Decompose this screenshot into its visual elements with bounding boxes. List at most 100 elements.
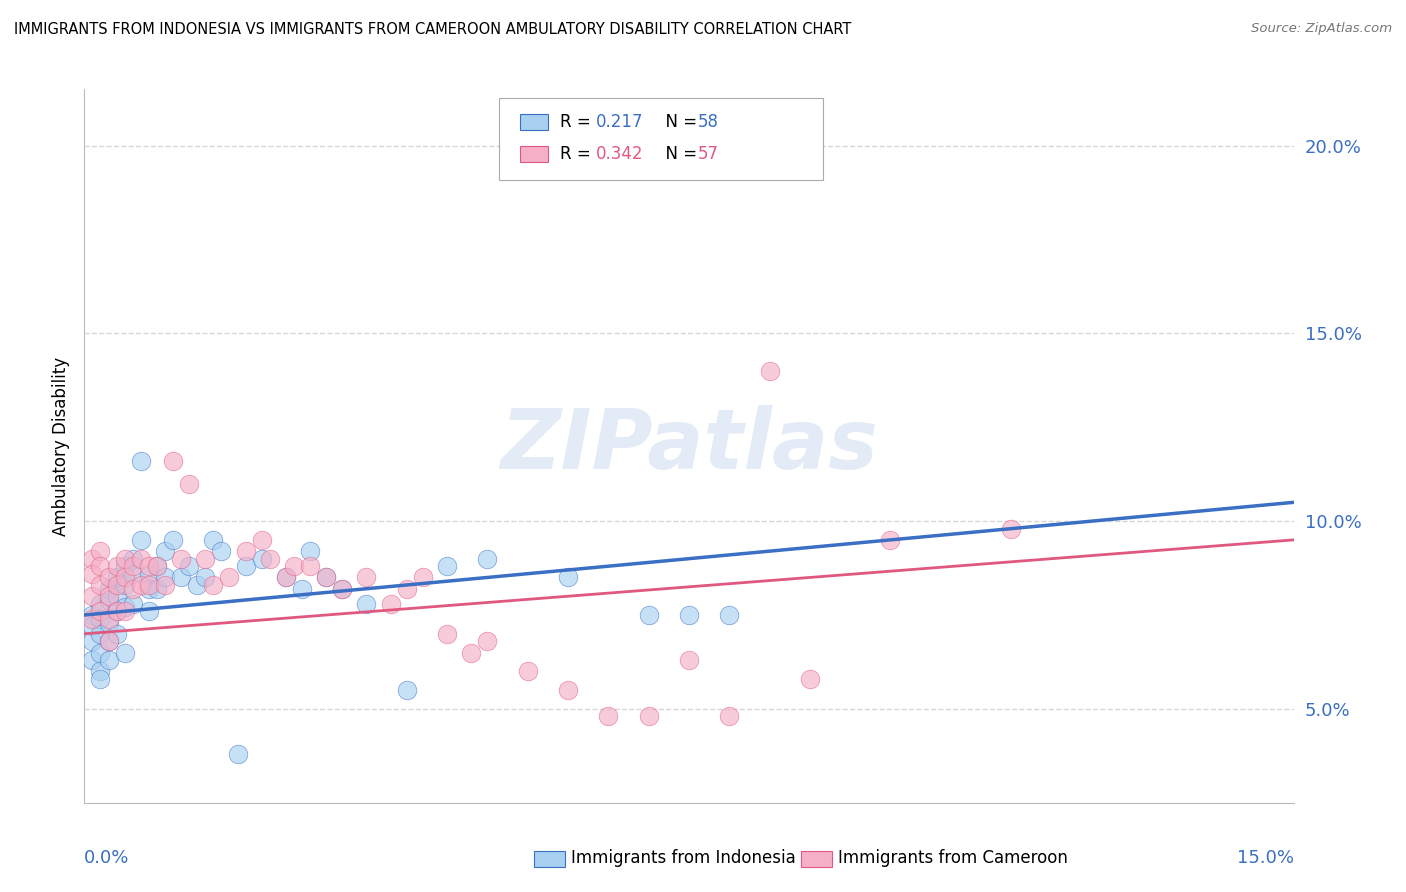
Point — [291, 582, 314, 596]
Point — [97, 653, 120, 667]
Point — [194, 570, 217, 584]
Point — [105, 604, 128, 618]
Point — [114, 604, 136, 618]
Point — [82, 634, 104, 648]
Point — [799, 672, 821, 686]
Point — [637, 607, 659, 622]
Point — [274, 570, 297, 584]
Point — [274, 570, 297, 584]
Point — [105, 627, 128, 641]
Point — [82, 653, 104, 667]
Point — [356, 570, 378, 584]
Point — [129, 578, 152, 592]
Point — [114, 646, 136, 660]
Point — [105, 559, 128, 574]
Point — [170, 551, 193, 566]
Text: R =: R = — [560, 113, 596, 131]
Point — [209, 544, 232, 558]
Point — [82, 619, 104, 633]
Point — [97, 582, 120, 596]
Point — [235, 544, 257, 558]
Point — [105, 589, 128, 603]
Point — [250, 533, 273, 547]
Point — [89, 646, 111, 660]
Point — [138, 604, 160, 618]
Point — [879, 533, 901, 547]
Point — [114, 600, 136, 615]
Point — [89, 597, 111, 611]
Point — [557, 683, 579, 698]
Point — [121, 551, 143, 566]
Point — [758, 364, 780, 378]
Point — [82, 566, 104, 581]
Text: Immigrants from Indonesia: Immigrants from Indonesia — [571, 849, 796, 867]
Point — [718, 607, 741, 622]
Point — [330, 582, 353, 596]
Point — [97, 634, 120, 648]
Point — [146, 559, 169, 574]
Point — [138, 582, 160, 596]
Text: 15.0%: 15.0% — [1236, 849, 1294, 867]
Point — [121, 582, 143, 596]
Point — [138, 559, 160, 574]
Point — [598, 709, 620, 723]
Point — [678, 653, 700, 667]
Point — [105, 578, 128, 592]
Point — [412, 570, 434, 584]
Point — [283, 559, 305, 574]
Point — [89, 544, 111, 558]
Point — [299, 544, 322, 558]
Point — [89, 627, 111, 641]
Point — [121, 559, 143, 574]
Point — [89, 559, 111, 574]
Point — [97, 634, 120, 648]
Point — [89, 665, 111, 679]
Point — [146, 582, 169, 596]
Text: IMMIGRANTS FROM INDONESIA VS IMMIGRANTS FROM CAMEROON AMBULATORY DISABILITY CORR: IMMIGRANTS FROM INDONESIA VS IMMIGRANTS … — [14, 22, 852, 37]
Point — [129, 551, 152, 566]
Point — [89, 578, 111, 592]
Point — [436, 627, 458, 641]
Point — [97, 615, 120, 630]
Text: 0.342: 0.342 — [596, 145, 644, 163]
Point — [97, 593, 120, 607]
Point — [356, 597, 378, 611]
Point — [395, 582, 418, 596]
Point — [678, 607, 700, 622]
Point — [218, 570, 240, 584]
Point — [146, 559, 169, 574]
Point — [637, 709, 659, 723]
Point — [186, 578, 208, 592]
Point — [114, 551, 136, 566]
Point — [82, 612, 104, 626]
Point — [460, 646, 482, 660]
Point — [718, 709, 741, 723]
Point — [82, 607, 104, 622]
Text: Source: ZipAtlas.com: Source: ZipAtlas.com — [1251, 22, 1392, 36]
Point — [97, 612, 120, 626]
Point — [1000, 522, 1022, 536]
Point — [129, 454, 152, 468]
Text: 0.217: 0.217 — [596, 113, 644, 131]
Point — [121, 566, 143, 581]
Point — [82, 589, 104, 603]
Point — [114, 578, 136, 592]
Text: R =: R = — [560, 145, 596, 163]
Point — [315, 570, 337, 584]
Text: Immigrants from Cameroon: Immigrants from Cameroon — [838, 849, 1067, 867]
Point — [179, 476, 201, 491]
Point — [162, 454, 184, 468]
Text: N =: N = — [655, 113, 703, 131]
Point — [179, 559, 201, 574]
Point — [299, 559, 322, 574]
Point — [153, 544, 176, 558]
Point — [105, 570, 128, 584]
Point — [129, 533, 152, 547]
Text: ZIPatlas: ZIPatlas — [501, 406, 877, 486]
Point — [436, 559, 458, 574]
Point — [330, 582, 353, 596]
Point — [138, 578, 160, 592]
Point — [202, 578, 225, 592]
Point — [226, 747, 249, 761]
Y-axis label: Ambulatory Disability: Ambulatory Disability — [52, 357, 70, 535]
